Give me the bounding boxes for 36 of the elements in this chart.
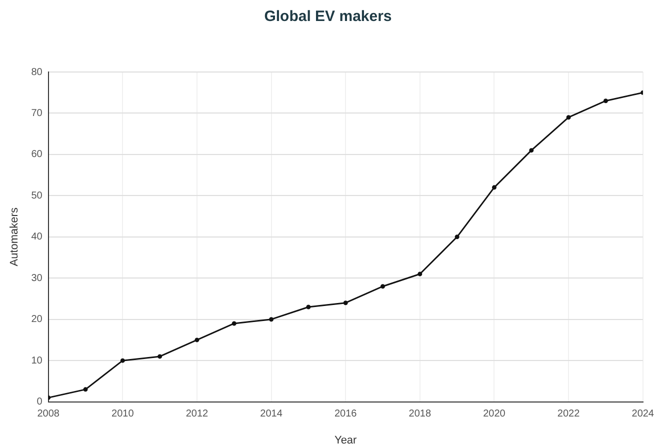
y-tick-label: 70 xyxy=(31,108,43,119)
x-axis-title: Year xyxy=(334,434,358,446)
point xyxy=(306,304,311,310)
y-tick-label: 30 xyxy=(31,272,43,284)
x-tick-label: 2024 xyxy=(632,408,654,420)
point xyxy=(343,300,348,306)
y-axis-title: Automakers xyxy=(8,207,21,266)
point xyxy=(566,115,571,120)
y-tick-label: 0 xyxy=(36,396,43,408)
point xyxy=(232,321,236,326)
x-tick-label: 2008 xyxy=(37,408,60,420)
x-tick-label: 2018 xyxy=(408,408,432,420)
x-tick-label: 2016 xyxy=(334,408,358,420)
point xyxy=(603,98,608,104)
y-tick-label: 60 xyxy=(31,149,43,160)
point xyxy=(194,338,200,342)
point xyxy=(269,317,274,322)
x-tick-label: 2012 xyxy=(186,408,209,420)
x-tick-label: 2020 xyxy=(483,408,506,420)
point xyxy=(158,354,162,359)
point xyxy=(380,284,386,289)
y-tick-label: 40 xyxy=(31,232,43,243)
y-tick-label: 50 xyxy=(31,190,43,202)
point xyxy=(492,185,496,190)
point xyxy=(83,387,88,392)
point xyxy=(529,148,534,153)
x-tick-label: 2010 xyxy=(112,408,134,420)
x-tick-label: 2022 xyxy=(557,408,580,420)
y-tick-label: 80 xyxy=(31,66,43,78)
y-tick-label: 10 xyxy=(31,355,43,366)
chart-title: Global EV makers xyxy=(264,8,392,26)
x-tick-label: 2014 xyxy=(260,408,283,420)
y-tick-label: 20 xyxy=(31,314,43,326)
point xyxy=(120,358,125,363)
point xyxy=(418,272,422,276)
point xyxy=(454,234,460,240)
